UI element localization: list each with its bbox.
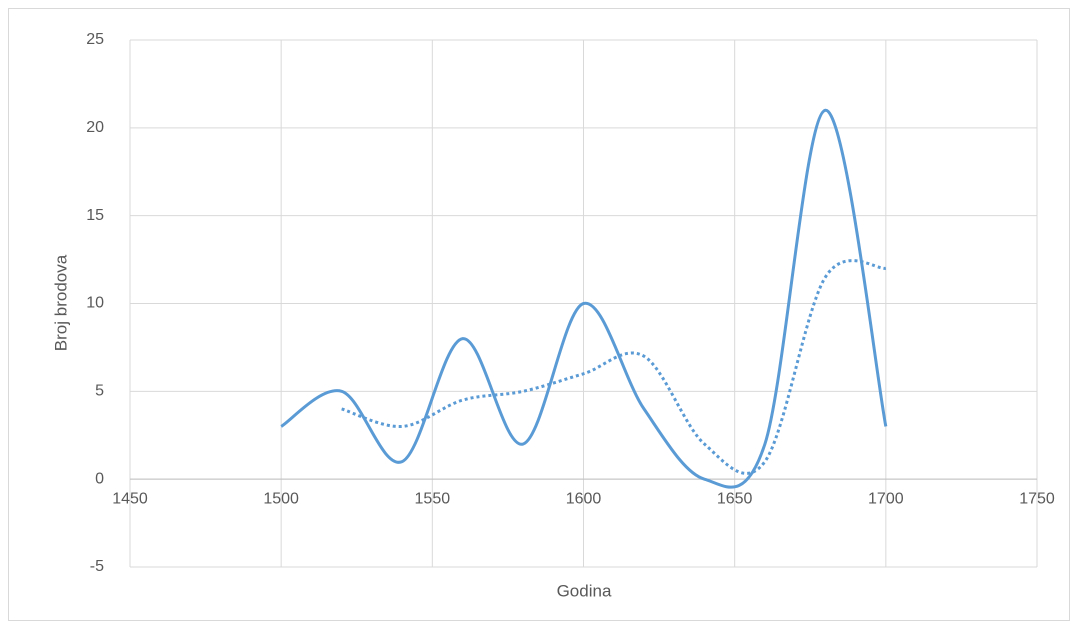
y-axis-label: Broj brodova (51, 254, 70, 351)
y-tick-label: -5 (90, 558, 104, 575)
x-tick-label: 1750 (1019, 490, 1055, 507)
y-tick-label: 15 (86, 207, 104, 224)
x-tick-label: 1650 (717, 490, 753, 507)
x-tick-label: 1500 (263, 490, 299, 507)
x-tick-label: 1600 (566, 490, 602, 507)
x-tick-label: 1450 (112, 490, 148, 507)
line-series (280, 108, 888, 489)
chart-border (8, 8, 1070, 621)
y-tick-label: 20 (86, 119, 104, 136)
line-series (341, 259, 887, 475)
x-tick-label: 1700 (868, 490, 904, 507)
y-tick-label: 10 (86, 295, 104, 312)
y-tick-label: 25 (86, 31, 104, 48)
x-axis-label: Godina (557, 581, 612, 600)
x-tick-label: 1550 (415, 490, 451, 507)
y-tick-label: 0 (95, 470, 104, 487)
y-tick-label: 5 (95, 383, 104, 400)
